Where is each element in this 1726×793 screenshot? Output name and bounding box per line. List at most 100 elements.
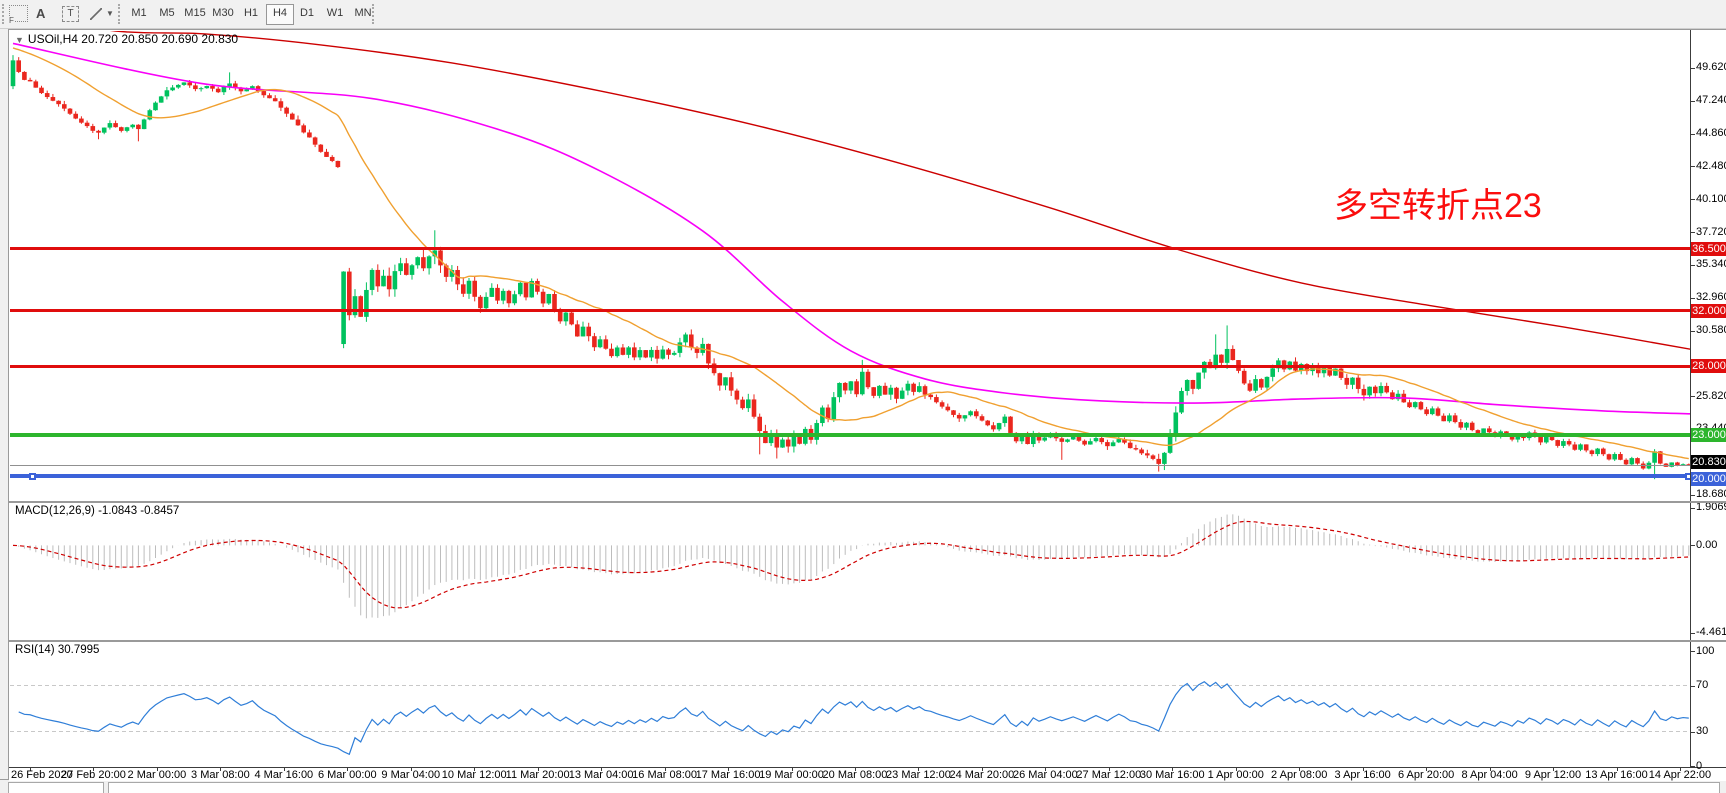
ma-fast-orange-line xyxy=(12,47,1689,460)
date-axis-label: 27 Feb 20:00 xyxy=(61,769,126,781)
date-tick xyxy=(537,767,539,771)
date-axis-label: 26 Feb 2020 xyxy=(11,769,73,781)
fibo-grid-icon[interactable]: F xyxy=(9,3,28,25)
price-axis-label: 40.100 xyxy=(1696,192,1726,205)
date-axis-label: 1 Apr 00:00 xyxy=(1207,769,1264,781)
date-tick xyxy=(1489,767,1491,771)
ma-slow-red-line xyxy=(109,31,1691,351)
price-axis-label: 42.480 xyxy=(1696,159,1726,172)
timeframe-button-mn[interactable]: MN xyxy=(354,7,372,19)
date-tick xyxy=(410,767,412,771)
hline-28.000[interactable] xyxy=(10,364,1691,368)
date-axis-label: 8 Apr 04:00 xyxy=(1461,769,1518,781)
price-axis-label: 49.620 xyxy=(1696,61,1726,74)
price-badge-20.000: 20.000 xyxy=(1691,472,1726,487)
macd-signal-line xyxy=(12,520,1689,609)
timeframe-button-m30[interactable]: M30 xyxy=(212,7,234,19)
price-axis-label: 32.960 xyxy=(1696,291,1726,304)
timeframe-button-h4[interactable]: H4 xyxy=(266,4,294,25)
chevron-down-icon: ▼ xyxy=(15,35,24,45)
text-annotation-icon[interactable]: A xyxy=(36,3,45,24)
price-axis-label: 25.820 xyxy=(1696,389,1726,402)
macd-tick xyxy=(1691,507,1695,509)
axis-border xyxy=(1690,30,1691,767)
price-badge-36.500: 36.500 xyxy=(1691,241,1726,256)
date-axis-label: 20 Mar 08:00 xyxy=(822,769,888,781)
date-tick xyxy=(93,767,95,771)
date-axis-label: 4 Mar 16:00 xyxy=(254,769,314,781)
date-tick xyxy=(1045,767,1047,771)
date-axis[interactable]: 26 Feb 2020 27 Feb 20:00 2 Mar 00:00 3 Mar … xyxy=(9,767,1726,781)
price-tick xyxy=(1691,166,1695,168)
price-axis-label: 47.240 xyxy=(1696,94,1726,107)
rsi-tick xyxy=(1691,731,1695,733)
date-axis-label: 6 Apr 20:00 xyxy=(1397,769,1455,781)
toolbar-grip-3[interactable] xyxy=(372,4,377,24)
macd-scale-label: 0.00 xyxy=(1696,538,1718,551)
timeframe-button-m1[interactable]: M1 xyxy=(131,7,147,19)
timeframe-button-m5[interactable]: M5 xyxy=(159,7,175,19)
price-tick xyxy=(1691,264,1695,266)
date-axis-label: 2 Mar 00:00 xyxy=(127,769,187,781)
date-tick xyxy=(1235,767,1237,771)
price-tick xyxy=(1691,67,1695,69)
price-axis-label: 30.580 xyxy=(1696,324,1726,337)
hline-20-handle-left[interactable] xyxy=(29,472,36,480)
toolbar-grip[interactable] xyxy=(2,4,7,24)
rsi-tick xyxy=(1691,651,1695,652)
ohlc-values: 20.720 20.850 20.690 20.830 xyxy=(81,32,239,46)
date-axis-label: 13 Mar 04:00 xyxy=(568,769,634,781)
rsi-scale-label: 100 xyxy=(1696,644,1715,657)
chart-window: ▼ USOil,H4 20.720 20.850 20.690 20.830 多空… xyxy=(8,29,1726,781)
date-tick xyxy=(1553,767,1555,771)
date-tick xyxy=(1616,767,1618,771)
rsi-pane[interactable] xyxy=(10,642,1691,767)
chart-annotation-text[interactable]: 多空转折点23 xyxy=(1334,187,1542,225)
date-tick xyxy=(601,767,603,771)
macd-scale-label: 1.9069 xyxy=(1696,501,1726,514)
timeframe-button-w1[interactable]: W1 xyxy=(326,7,344,19)
hline-32.000[interactable] xyxy=(10,309,1691,313)
macd-tick xyxy=(1691,632,1695,634)
price-tick xyxy=(1691,396,1695,398)
hline-36.500[interactable] xyxy=(10,247,1691,251)
date-tick xyxy=(1108,767,1110,771)
date-axis-label: 16 Mar 08:00 xyxy=(632,769,698,781)
toolbar-grip-2[interactable] xyxy=(118,4,123,24)
price-badge-32.000: 32.000 xyxy=(1691,303,1726,318)
date-axis-label: 14 Apr 22:00 xyxy=(1648,769,1712,781)
rsi-tick xyxy=(1691,766,1695,767)
price-pane[interactable] xyxy=(10,31,1691,501)
date-tick xyxy=(220,767,222,771)
timeframe-button-m15[interactable]: M15 xyxy=(184,7,206,19)
date-axis-label: 9 Mar 04:00 xyxy=(381,769,441,781)
date-tick xyxy=(981,767,983,771)
timeframe-button-h1[interactable]: H1 xyxy=(243,7,259,19)
macd-pane[interactable] xyxy=(10,503,1691,640)
date-axis-label: 23 Mar 12:00 xyxy=(886,769,951,781)
timeframe-button-d1[interactable]: D1 xyxy=(299,7,315,19)
pane-splitter-macd[interactable] xyxy=(9,501,1726,503)
price-tick xyxy=(1691,133,1695,135)
price-axis-label: 44.860 xyxy=(1696,127,1726,140)
fibo-grid-glyph: F xyxy=(9,5,28,25)
price-badge-28.000: 28.000 xyxy=(1691,359,1726,374)
cursor-tools-icon[interactable] xyxy=(88,3,104,24)
date-axis-label: 26 Mar 04:00 xyxy=(1012,769,1078,781)
macd-indicator-label: MACD(12,26,9) -1.0843 -0.8457 xyxy=(15,505,180,517)
price-axis[interactable] xyxy=(1691,30,1726,767)
macd-tick xyxy=(1691,545,1695,547)
status-bar xyxy=(0,779,1726,793)
hline-23.000[interactable] xyxy=(10,433,1691,438)
tool-dropdown-caret[interactable]: ▼ xyxy=(106,3,114,24)
text-box-icon[interactable]: T xyxy=(62,3,79,24)
price-tick xyxy=(1691,330,1695,332)
chart-title[interactable]: ▼ USOil,H4 20.720 20.850 20.690 20.830 xyxy=(15,32,238,46)
hline-20.000[interactable] xyxy=(10,474,1691,479)
pane-splitter-rsi[interactable] xyxy=(9,640,1726,642)
date-axis-label: 17 Mar 16:00 xyxy=(695,769,761,781)
date-axis-label: 6 Mar 00:00 xyxy=(317,769,377,781)
date-axis-label: 9 Apr 12:00 xyxy=(1524,769,1582,781)
toolbar: F A T ▼ M1 M5 M15 M30 H1 H4 D1 W1 MN xyxy=(0,0,1726,29)
